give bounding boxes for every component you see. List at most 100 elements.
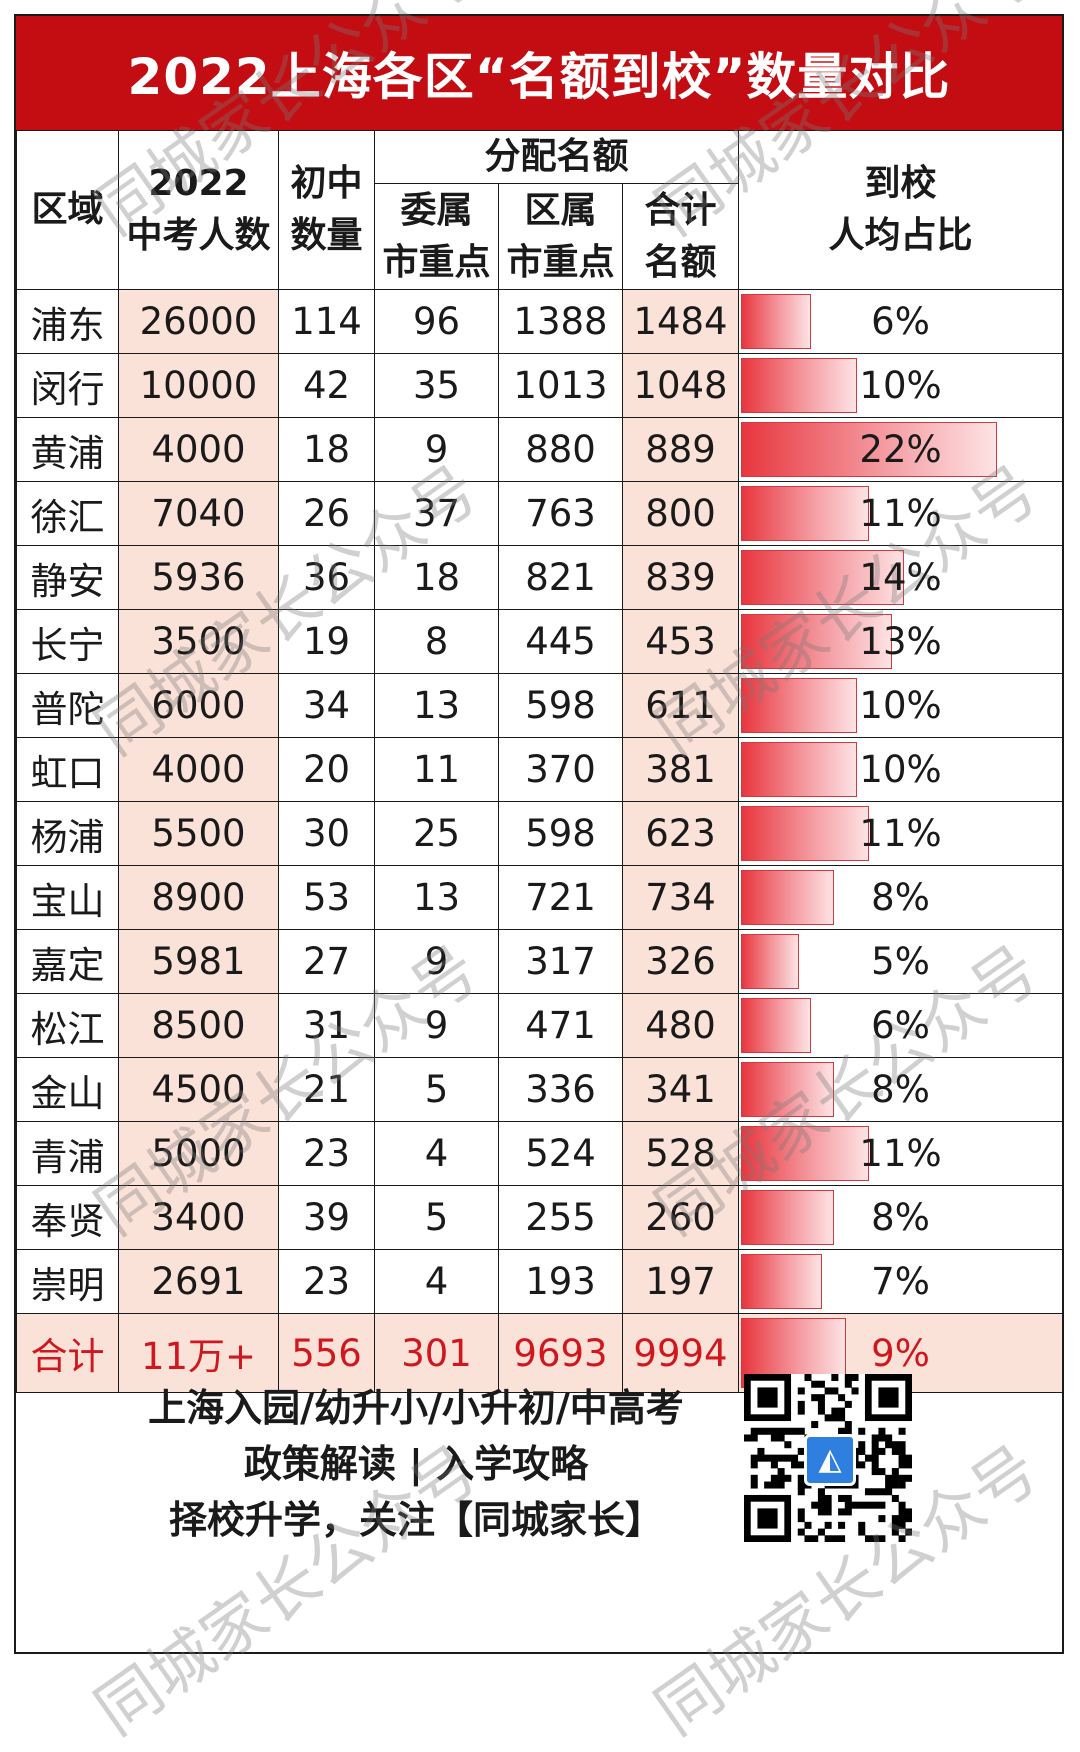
ratio-cell: 7% — [738, 1249, 1064, 1314]
exam-count-cell: 5000 — [118, 1121, 279, 1186]
region-cell: 青浦 — [16, 1121, 119, 1186]
total-quota-cell: 480 — [621, 993, 740, 1058]
ratio-label: 9% — [871, 1331, 930, 1375]
table-row: 松江 8500 31 9 471 480 6% — [16, 993, 1064, 1058]
exam-count-cell: 8500 — [118, 993, 279, 1058]
ratio-bar — [741, 486, 870, 541]
ratio-cell: 11% — [738, 1121, 1064, 1186]
municipal-quota-cell: 11 — [374, 737, 499, 802]
district-quota-cell: 1013 — [498, 353, 623, 418]
ratio-cell: 11% — [738, 801, 1064, 866]
junior-schools-cell: 23 — [278, 1249, 375, 1314]
region-cell: 黄浦 — [16, 417, 119, 482]
header-junior-schools-text: 初中 数量 — [290, 163, 363, 256]
district-quota-cell: 9693 — [498, 1313, 623, 1393]
ratio-label: 11% — [859, 812, 942, 855]
ratio-cell: 10% — [738, 737, 1064, 802]
district-quota-cell: 1388 — [498, 289, 623, 354]
total-quota-cell: 611 — [621, 673, 740, 738]
junior-schools-cell: 31 — [278, 993, 375, 1058]
junior-schools-cell: 114 — [278, 289, 375, 354]
table-row: 静安 5936 36 18 821 839 14% — [16, 545, 1064, 610]
exam-count-cell: 8900 — [118, 865, 279, 930]
table-row: 普陀 6000 34 13 598 611 10% — [16, 673, 1064, 738]
municipal-quota-cell: 9 — [374, 417, 499, 482]
ratio-label: 8% — [871, 1068, 930, 1111]
ratio-label: 7% — [871, 1260, 930, 1303]
region-cell: 静安 — [16, 545, 119, 610]
ratio-bar — [741, 742, 858, 797]
exam-count-cell: 3400 — [118, 1185, 279, 1250]
table-row: 宝山 8900 53 13 721 734 8% — [16, 865, 1064, 930]
municipal-quota-cell: 9 — [374, 929, 499, 994]
municipal-quota-cell: 301 — [374, 1313, 499, 1393]
table-row: 长宁 3500 19 8 445 453 13% — [16, 609, 1064, 674]
table-row: 奉贤 3400 39 5 255 260 8% — [16, 1185, 1064, 1250]
ratio-bar — [741, 1062, 835, 1117]
district-quota-cell: 524 — [498, 1121, 623, 1186]
total-quota-cell: 453 — [621, 609, 740, 674]
header-exam-count: 2022 中考人数 — [118, 130, 279, 290]
municipal-quota-cell: 13 — [374, 673, 499, 738]
ratio-cell: 8% — [738, 865, 1064, 930]
ratio-cell: 11% — [738, 481, 1064, 546]
ratio-cell: 5% — [738, 929, 1064, 994]
table-row: 徐汇 7040 26 37 763 800 11% — [16, 481, 1064, 546]
exam-count-cell: 5500 — [118, 801, 279, 866]
header-total-quota-text: 合计 名额 — [644, 189, 717, 283]
district-quota-cell: 193 — [498, 1249, 623, 1314]
junior-schools-cell: 53 — [278, 865, 375, 930]
region-cell: 嘉定 — [16, 929, 119, 994]
district-quota-cell: 370 — [498, 737, 623, 802]
footer-line-1: 上海入园/幼升小/小升初/中高考 — [148, 1386, 684, 1430]
municipal-quota-cell: 5 — [374, 1185, 499, 1250]
table-body: 浦东 26000 114 96 1388 1484 6% 闵行 10000 42 35 1013 104… — [16, 289, 1064, 1393]
district-quota-cell: 317 — [498, 929, 623, 994]
header-district-text: 区属 市重点 — [506, 189, 615, 283]
header-total-quota: 合计 名额 — [621, 183, 740, 290]
total-quota-cell: 9994 — [621, 1313, 740, 1393]
total-quota-cell: 381 — [621, 737, 740, 802]
total-quota-cell: 1484 — [621, 289, 740, 354]
region-cell: 长宁 — [16, 609, 119, 674]
total-quota-cell: 528 — [621, 1121, 740, 1186]
infographic-frame: 2022上海各区“名额到校”数量对比 区域 2022 中考人数 初中 数量 分配名额… — [14, 14, 1064, 1654]
exam-count-cell: 4500 — [118, 1057, 279, 1122]
exam-count-cell: 2691 — [118, 1249, 279, 1314]
exam-count-cell: 7040 — [118, 481, 279, 546]
region-cell: 崇明 — [16, 1249, 119, 1314]
table-row: 金山 4500 21 5 336 341 8% — [16, 1057, 1064, 1122]
ratio-bar — [741, 358, 858, 413]
municipal-quota-cell: 4 — [374, 1249, 499, 1314]
ratio-bar — [741, 934, 800, 989]
qr-code: ◭ — [744, 1374, 913, 1543]
header-district: 区属 市重点 — [498, 183, 623, 290]
municipal-quota-cell: 13 — [374, 865, 499, 930]
ratio-cell: 14% — [738, 545, 1064, 610]
total-quota-cell: 197 — [621, 1249, 740, 1314]
municipal-quota-cell: 35 — [374, 353, 499, 418]
footer-line-3: 择校升学，关注【同城家长】 — [168, 1498, 663, 1542]
header-region: 区域 — [16, 130, 119, 290]
table-row: 青浦 5000 23 4 524 528 11% — [16, 1121, 1064, 1186]
district-quota-cell: 598 — [498, 801, 623, 866]
table-row: 杨浦 5500 30 25 598 623 11% — [16, 801, 1064, 866]
ratio-label: 10% — [859, 748, 942, 791]
junior-schools-cell: 19 — [278, 609, 375, 674]
junior-schools-cell: 39 — [278, 1185, 375, 1250]
table-row: 浦东 26000 114 96 1388 1484 6% — [16, 289, 1064, 354]
page-title: 2022上海各区“名额到校”数量对比 — [16, 16, 1062, 130]
ratio-label: 10% — [859, 684, 942, 727]
junior-schools-cell: 18 — [278, 417, 375, 482]
ratio-label: 6% — [871, 1004, 930, 1047]
exam-count-cell: 4000 — [118, 417, 279, 482]
ratio-label: 8% — [871, 876, 930, 919]
municipal-quota-cell: 9 — [374, 993, 499, 1058]
municipal-quota-cell: 25 — [374, 801, 499, 866]
ratio-label: 13% — [859, 620, 942, 663]
municipal-quota-cell: 4 — [374, 1121, 499, 1186]
ratio-bar — [741, 614, 893, 669]
ratio-bar — [741, 422, 998, 477]
footer-line-2: 政策解读 | 入学攻略 — [243, 1442, 589, 1486]
municipal-quota-cell: 37 — [374, 481, 499, 546]
